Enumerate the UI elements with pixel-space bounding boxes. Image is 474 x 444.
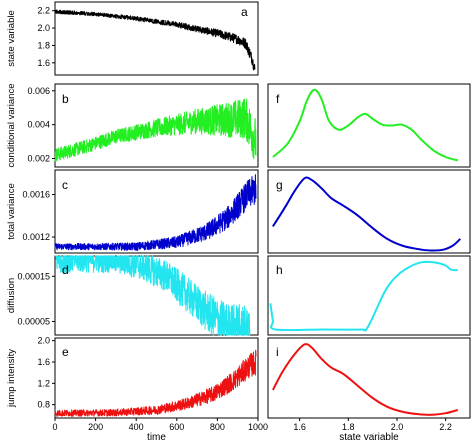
panel-f-line: [272, 88, 459, 162]
panel-d-letter: d: [62, 263, 69, 277]
panel-a-ytick-label: 1.6: [37, 58, 50, 68]
panel-e-ytick-label: 1.2: [37, 378, 50, 388]
panel-e-xtick-label: 0: [52, 422, 57, 432]
panel-i-xlabel: state variable: [339, 432, 399, 443]
panel-i-frame: [267, 337, 471, 419]
panel-i-xtick-label: 1.8: [342, 422, 355, 432]
panel-e-line: [54, 349, 257, 417]
panel-b-ytick-label: 0.006: [27, 86, 50, 96]
panel-b-line: [54, 98, 257, 162]
panel-b-ytick-label: 0.004: [27, 120, 50, 130]
panel-c-ytick-label: 0.0016: [22, 189, 50, 199]
panel-c-ylabel: total variance: [6, 183, 17, 240]
panel-e-frame: [54, 337, 259, 419]
panel-b-ylabel: conditional variance: [6, 84, 17, 168]
panel-i-line: [272, 343, 459, 416]
panel-b-frame: [54, 83, 259, 168]
panel-e-xtick-label: 200: [88, 422, 103, 432]
panel-d-ylabel: diffusion: [6, 278, 17, 313]
panel-b-ytick-label: 0.002: [27, 154, 50, 164]
panel-g-line: [272, 176, 461, 252]
panel-e-xtick-label: 800: [210, 422, 225, 432]
panel-e-ylabel: jump intensity: [6, 349, 17, 408]
panel-a-ytick-label: 1.8: [37, 40, 50, 50]
panel-d-ytick-label: 0.00015: [17, 271, 50, 281]
panel-g-frame: [267, 169, 471, 254]
panel-e-xtick-label: 1000: [248, 422, 268, 432]
panel-e-xlabel: time: [147, 432, 166, 443]
panel-d-frame: [54, 255, 259, 336]
panel-f-frame: [267, 83, 471, 168]
panel-d-line: [54, 255, 251, 336]
panel-e-xtick-label: 600: [169, 422, 184, 432]
panel-c-ytick-label: 0.0012: [22, 232, 50, 242]
panel-i-xtick-label: 1.6: [293, 422, 306, 432]
panel-f-letter: f: [276, 92, 280, 106]
panel-a-letter: a: [241, 5, 248, 19]
panel-i-xtick-label: 2.2: [439, 422, 452, 432]
panel-e-ytick-label: 1.6: [37, 357, 50, 367]
panel-h-line: [269, 260, 458, 332]
panel-a-ylabel: state variable: [6, 10, 17, 67]
panel-e-ytick-label: 2.0: [37, 336, 50, 346]
panel-e-ytick-label: 0.8: [37, 400, 50, 410]
panel-i-xtick-label: 2.0: [391, 422, 404, 432]
panel-a-ytick-label: 2.2: [37, 6, 50, 16]
panel-c-letter: c: [62, 178, 68, 192]
panel-c-line: [54, 174, 257, 251]
panel-h-frame: [267, 255, 471, 336]
panel-e-xtick-label: 400: [129, 422, 144, 432]
panel-a-frame: [54, 1, 259, 76]
panel-a-ytick-label: 2.0: [37, 23, 50, 33]
panel-h-letter: h: [276, 263, 283, 277]
panel-e-letter: e: [62, 345, 69, 359]
panel-i-letter: i: [276, 345, 279, 359]
panel-b-letter: b: [62, 92, 69, 106]
panel-g-letter: g: [276, 178, 283, 192]
panel-d-ytick-label: 0.00005: [17, 316, 50, 326]
panel-c-frame: [54, 169, 259, 254]
panel-a-line: [54, 9, 256, 71]
